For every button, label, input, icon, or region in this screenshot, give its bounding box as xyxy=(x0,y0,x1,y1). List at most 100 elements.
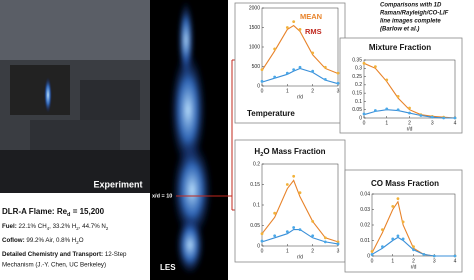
y-tick-label: 2000 xyxy=(249,5,260,11)
text-part: Detailed Chemistry and Transport: xyxy=(2,251,103,258)
data-point xyxy=(362,61,366,65)
subscript: 2 xyxy=(260,152,263,158)
data-point xyxy=(380,245,384,249)
data-point xyxy=(373,109,377,112)
data-point xyxy=(385,78,389,82)
data-point xyxy=(323,65,327,69)
data-point xyxy=(373,65,377,69)
series-line xyxy=(261,229,339,245)
y-tick-label: 0 xyxy=(367,253,370,259)
data-point xyxy=(273,75,277,79)
chart-panel: CO Mass Fraction 0 0.01 0.02 0.03 0.04 0 1 2 3 4 r/… xyxy=(344,169,463,273)
data-point xyxy=(292,174,296,178)
text-part: Temperature xyxy=(247,109,295,118)
data-point xyxy=(292,20,296,24)
text-line: Coflow: 99.2% Air, 0.8% H2O xyxy=(2,237,84,245)
y-tick-label: 0.2 xyxy=(355,82,362,88)
data-point xyxy=(362,112,366,116)
x-tick-label: 0 xyxy=(363,120,366,126)
subscript: 2 xyxy=(76,240,79,245)
x-axis-label: r/d xyxy=(297,94,303,100)
data-point xyxy=(442,116,446,120)
x-tick-label: 3 xyxy=(337,248,340,254)
data-point xyxy=(396,234,400,238)
data-point xyxy=(298,28,302,31)
x-tick-label: 3 xyxy=(431,120,434,126)
y-tick-label: 0.3 xyxy=(355,66,362,72)
les-label: LES xyxy=(160,263,176,272)
data-point xyxy=(370,249,374,253)
x-tick-label: 0 xyxy=(261,88,264,94)
x-tick-label: 2 xyxy=(311,248,314,254)
text-part: Mixture Fraction xyxy=(369,43,431,52)
data-point xyxy=(298,228,302,232)
data-point xyxy=(396,95,400,98)
data-point xyxy=(336,71,340,75)
data-point xyxy=(336,242,340,246)
x-axis-label: r/d xyxy=(411,264,417,270)
y-tick-label: 0.15 xyxy=(250,182,260,188)
data-point xyxy=(311,234,315,238)
x-axis-label: r/d xyxy=(297,254,303,260)
legend-label: RMS xyxy=(305,27,322,36)
data-point xyxy=(298,191,302,195)
data-point xyxy=(396,197,400,201)
text-part: DLR-A Flame: Re xyxy=(2,207,68,216)
x-tick-label: 2 xyxy=(412,258,415,264)
data-point xyxy=(273,234,277,238)
text-part: O Mass Fraction xyxy=(263,147,325,156)
note-line: (Barlow et al.) xyxy=(380,27,419,33)
data-point xyxy=(260,79,264,83)
data-point xyxy=(419,114,423,117)
x-tick-label: 0 xyxy=(371,258,374,264)
legend-label: MEAN xyxy=(300,12,322,21)
flame-info: DLR-A Flame: Red = 15,200 Fuel: 22.1% CH4… xyxy=(2,207,127,269)
text-line: H2O Mass Fraction xyxy=(254,147,325,158)
subscript: d xyxy=(67,212,71,218)
series-line xyxy=(261,24,339,75)
data-point xyxy=(292,68,296,72)
station-label: x/d = 10 xyxy=(152,193,172,199)
subscript: 2 xyxy=(76,226,79,231)
series-line xyxy=(363,62,456,119)
data-point xyxy=(432,254,436,258)
data-point xyxy=(336,81,340,85)
y-tick-label: 1000 xyxy=(249,44,260,50)
experiment-photo: Experiment xyxy=(0,0,150,193)
data-point xyxy=(260,68,264,72)
subscript: 2 xyxy=(106,226,109,231)
data-point xyxy=(408,111,411,115)
data-point xyxy=(453,254,457,258)
data-point xyxy=(385,107,389,111)
y-tick-label: 0.01 xyxy=(360,238,370,244)
chart-panel: Temperature 0 500 1000 1500 2000 0 1 2 3 r/d MEAN RM… xyxy=(234,2,346,124)
note-line: Comparisons with 1D xyxy=(380,3,442,9)
note-line: Raman/Rayleigh/CO-LIF xyxy=(380,11,449,17)
text-part: H xyxy=(254,147,260,156)
data-point xyxy=(408,106,411,110)
text-line: CO Mass Fraction xyxy=(371,179,439,188)
y-tick-label: 0 xyxy=(359,115,362,121)
text-line: Mixture Fraction xyxy=(369,43,431,52)
y-tick-label: 0.05 xyxy=(250,223,260,229)
data-point xyxy=(273,211,277,215)
data-point xyxy=(323,77,327,81)
text-part: 22.1% CH xyxy=(17,223,47,230)
data-point xyxy=(292,226,296,229)
data-point xyxy=(380,228,384,232)
text-line: Temperature xyxy=(247,109,295,118)
data-point xyxy=(260,239,264,243)
x-tick-label: 3 xyxy=(337,88,340,94)
data-point xyxy=(412,248,415,252)
y-tick-label: 0.1 xyxy=(253,202,260,208)
text-part: CO Mass Fraction xyxy=(371,179,439,188)
text-part: , 44.7% N xyxy=(79,223,106,230)
y-tick-label: 0.1 xyxy=(355,99,362,105)
data-point xyxy=(401,237,405,241)
data-point xyxy=(323,236,327,240)
data-point xyxy=(430,115,434,119)
x-tick-label: 1 xyxy=(286,88,289,94)
x-tick-label: 4 xyxy=(454,120,457,126)
